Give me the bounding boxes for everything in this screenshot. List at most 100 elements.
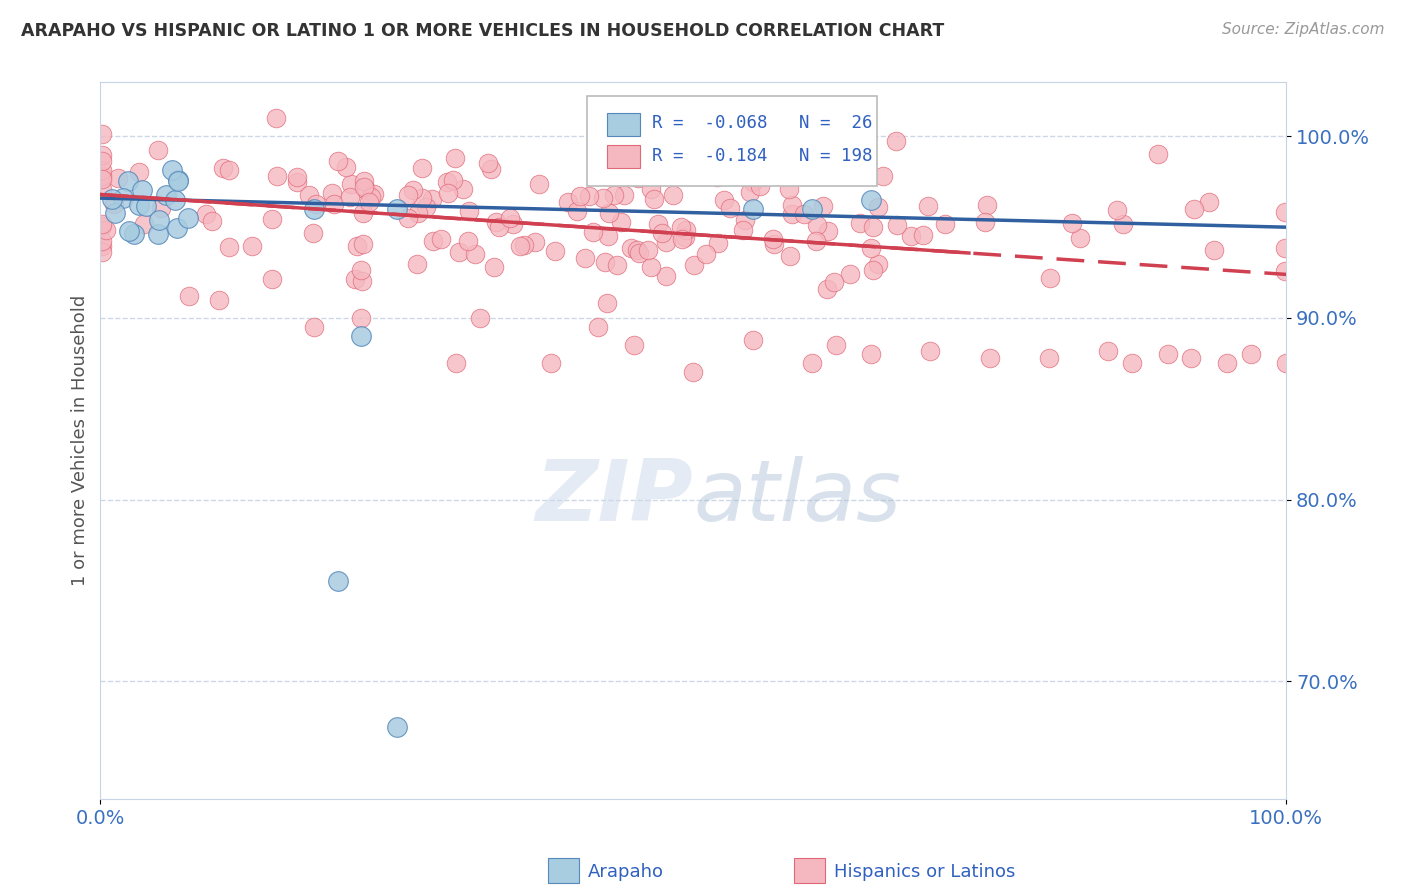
Point bbox=[1274, 241, 1296, 255]
Point bbox=[458, 204, 481, 219]
Point bbox=[449, 245, 471, 260]
Point bbox=[179, 289, 201, 303]
Point bbox=[779, 249, 801, 263]
Point bbox=[1147, 146, 1170, 161]
Point bbox=[420, 193, 443, 207]
Point bbox=[90, 219, 112, 233]
Point bbox=[1069, 231, 1091, 245]
Point bbox=[647, 217, 669, 231]
Point bbox=[350, 274, 373, 288]
Point bbox=[813, 199, 835, 213]
Point bbox=[148, 143, 170, 157]
Point bbox=[669, 220, 692, 235]
Point bbox=[430, 232, 453, 246]
Point bbox=[741, 333, 763, 347]
Point bbox=[627, 171, 650, 186]
Point bbox=[1121, 356, 1143, 370]
Point bbox=[385, 720, 408, 734]
Point bbox=[596, 296, 619, 310]
Point bbox=[177, 211, 200, 226]
Point bbox=[884, 134, 907, 148]
Point bbox=[201, 213, 224, 227]
Point bbox=[976, 198, 998, 212]
Point bbox=[323, 197, 346, 211]
Bar bbox=[607, 145, 640, 168]
Point bbox=[603, 188, 626, 202]
Point bbox=[860, 347, 883, 361]
Point bbox=[626, 244, 648, 258]
Point bbox=[122, 227, 145, 241]
Point bbox=[285, 170, 308, 185]
Point bbox=[1274, 264, 1296, 278]
Point bbox=[544, 244, 567, 258]
Point bbox=[477, 156, 499, 170]
Point bbox=[900, 228, 922, 243]
Point bbox=[354, 183, 377, 197]
Point bbox=[872, 169, 894, 184]
Point bbox=[920, 343, 942, 358]
Point bbox=[1198, 194, 1220, 209]
Point bbox=[340, 177, 363, 191]
Point bbox=[609, 214, 631, 228]
Text: R =  -0.184   N = 198: R = -0.184 N = 198 bbox=[652, 147, 872, 165]
Point bbox=[800, 202, 823, 216]
Point bbox=[679, 163, 702, 178]
Point bbox=[90, 162, 112, 177]
Point bbox=[165, 194, 187, 208]
Point bbox=[117, 174, 139, 188]
Point bbox=[266, 169, 288, 183]
Point bbox=[406, 257, 429, 271]
Point bbox=[499, 211, 522, 225]
Point bbox=[817, 223, 839, 237]
Point bbox=[578, 189, 600, 203]
Point bbox=[762, 231, 785, 245]
Point bbox=[353, 180, 375, 194]
Point bbox=[675, 222, 697, 236]
Point bbox=[593, 254, 616, 268]
Point bbox=[326, 574, 349, 589]
Point bbox=[422, 234, 444, 248]
Point bbox=[359, 194, 381, 209]
Point bbox=[1097, 343, 1119, 358]
Point bbox=[606, 259, 628, 273]
Point bbox=[464, 247, 486, 261]
Point bbox=[321, 186, 343, 200]
Point bbox=[605, 166, 627, 180]
Point bbox=[353, 174, 375, 188]
Point bbox=[326, 154, 349, 169]
Point bbox=[695, 247, 717, 261]
Text: Arapaho: Arapaho bbox=[588, 863, 664, 881]
Point bbox=[673, 230, 696, 244]
Point bbox=[592, 191, 614, 205]
Point bbox=[260, 272, 283, 286]
Point bbox=[640, 182, 662, 196]
Point bbox=[396, 188, 419, 202]
Point bbox=[90, 218, 112, 232]
Point bbox=[749, 178, 772, 193]
Point bbox=[706, 170, 728, 185]
Point bbox=[128, 198, 150, 212]
Point bbox=[582, 225, 605, 239]
Point bbox=[682, 258, 704, 272]
Point bbox=[194, 207, 217, 221]
Point bbox=[107, 170, 129, 185]
Point bbox=[569, 189, 592, 203]
Point bbox=[800, 356, 823, 370]
Point bbox=[406, 206, 429, 220]
Point bbox=[350, 329, 373, 343]
Point bbox=[662, 187, 685, 202]
Point bbox=[339, 190, 361, 204]
Point bbox=[101, 192, 124, 206]
Point bbox=[917, 199, 939, 213]
Point bbox=[637, 243, 659, 257]
Point bbox=[640, 260, 662, 274]
Point bbox=[444, 356, 467, 370]
Point bbox=[160, 163, 183, 178]
Point bbox=[166, 174, 188, 188]
Point bbox=[218, 239, 240, 253]
Point bbox=[979, 351, 1001, 365]
Point bbox=[166, 221, 188, 235]
Point bbox=[132, 217, 155, 231]
Point bbox=[90, 182, 112, 196]
Point bbox=[1105, 202, 1128, 217]
